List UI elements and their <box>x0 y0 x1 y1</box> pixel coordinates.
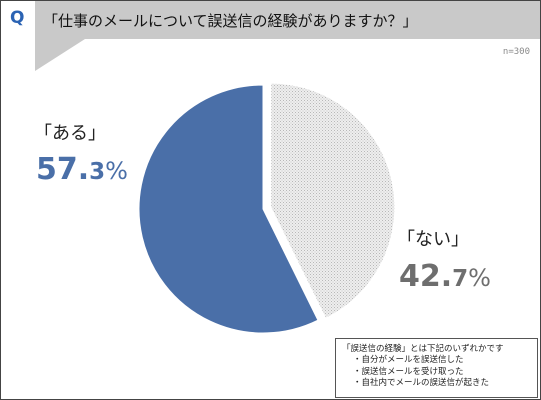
percent-decimal: 7 <box>452 266 469 292</box>
question-marker: Q <box>10 8 25 28</box>
definition-note: 「誤送信の経験」とは下記のいずれかです ・自分がメールを誤送信した ・誤送信メー… <box>335 338 538 398</box>
pie-slice-yes <box>138 84 319 334</box>
percent-integer: 57. <box>36 152 90 187</box>
question-header: Q 「仕事のメールについて誤送信の経験がありますか？」 <box>1 1 540 71</box>
slice-percent-yes: 57.3% <box>36 152 128 187</box>
banner-shape <box>1 1 540 71</box>
note-item: ・自社内でメールの誤送信が起きた <box>353 378 490 388</box>
percent-integer: 42. <box>399 259 453 294</box>
slice-percent-no: 42.7% <box>399 259 491 294</box>
slice-label-no: 「ない」 <box>397 229 469 250</box>
note-item: ・自分がメールを誤送信した <box>353 355 464 365</box>
pie-slices <box>138 82 396 334</box>
question-banner <box>1 1 540 71</box>
sample-size: n=300 <box>502 47 530 57</box>
percent-sign: % <box>105 157 128 185</box>
percent-decimal: 3 <box>89 159 106 185</box>
percent-sign: % <box>468 264 491 292</box>
pie-slice-no <box>270 82 396 320</box>
q-badge <box>1 1 35 39</box>
slice-label-yes: 「ある」 <box>34 123 106 144</box>
note-title: 「誤送信の経験」とは下記のいずれかです <box>342 344 504 354</box>
question-title: 「仕事のメールについて誤送信の経験がありますか？」 <box>43 12 418 30</box>
note-item: ・誤送信メールを受け取った <box>353 366 464 377</box>
